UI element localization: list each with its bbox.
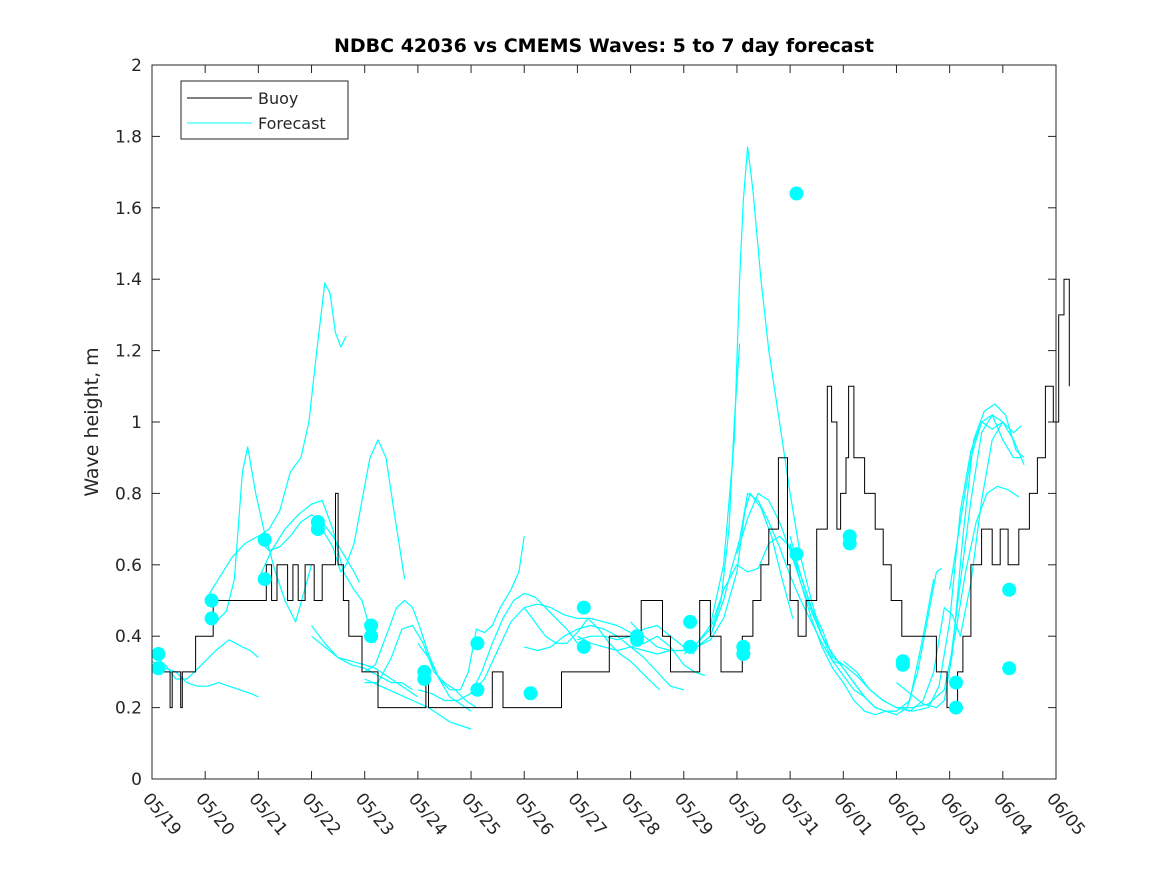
forecast-line xyxy=(896,403,1025,709)
forecast-marker xyxy=(417,672,432,686)
forecast-marker xyxy=(151,647,166,661)
forecast-marker xyxy=(257,532,272,547)
y-tick-label: 0 xyxy=(131,770,142,790)
buoy-line xyxy=(152,278,1070,709)
forecast-line xyxy=(577,635,706,677)
forecast-marker xyxy=(789,186,804,201)
y-tick-label: 0.2 xyxy=(115,699,142,719)
forecast-marker xyxy=(683,614,698,629)
forecast-marker xyxy=(576,639,591,654)
forecast-marker xyxy=(789,547,804,562)
forecast-line xyxy=(311,635,419,698)
y-tick-label: 2 xyxy=(131,56,142,76)
forecast-line xyxy=(417,536,525,691)
forecast-line xyxy=(311,439,406,580)
forecast-marker xyxy=(364,618,379,633)
y-tick-label: 0.4 xyxy=(115,627,142,647)
plot-frame xyxy=(151,64,1057,780)
forecast-line xyxy=(311,625,413,691)
forecast-marker xyxy=(576,600,591,615)
forecast-marker xyxy=(949,675,963,690)
y-tick-label: 1 xyxy=(131,413,142,433)
forecast-line xyxy=(683,492,865,698)
forecast-marker xyxy=(257,572,272,587)
y-tick-label: 1.2 xyxy=(115,342,142,362)
forecast-series xyxy=(151,146,1025,730)
forecast-line xyxy=(736,492,897,716)
forecast-line xyxy=(524,624,684,691)
forecast-marker xyxy=(204,593,219,608)
forecast-marker xyxy=(1002,582,1017,597)
forecast-line xyxy=(151,660,259,698)
forecast-line xyxy=(949,421,1022,590)
legend-box xyxy=(180,80,349,140)
forecast-marker xyxy=(364,629,379,644)
forecast-marker xyxy=(310,522,325,537)
forecast-line xyxy=(949,414,1022,669)
forecast-line xyxy=(789,543,935,712)
forecast-line xyxy=(417,592,578,702)
forecast-line xyxy=(205,446,313,623)
forecast-marker xyxy=(523,686,538,701)
y-axis: 0 0.2 0.4 0.6 0.8 1 1.2 1.4 1.6 1.8 2 xyxy=(115,56,1056,790)
forecast-marker xyxy=(895,657,910,672)
y-tick-label: 0.8 xyxy=(115,484,142,504)
forecast-marker xyxy=(470,682,485,697)
forecast-marker xyxy=(842,536,857,551)
y-tick-label: 0.6 xyxy=(115,556,142,576)
y-tick-label: 1.4 xyxy=(115,270,142,290)
forecast-marker xyxy=(630,632,644,647)
forecast-marker xyxy=(949,700,963,715)
forecast-line xyxy=(683,146,844,666)
forecast-line xyxy=(364,599,472,712)
forecast-marker xyxy=(151,661,166,676)
forecast-marker xyxy=(204,611,219,626)
forecast-line xyxy=(523,607,661,691)
legend-buoy-label: Buoy xyxy=(258,89,298,108)
legend: Buoy Forecast xyxy=(180,80,349,140)
forecast-line xyxy=(257,499,376,644)
forecast-line xyxy=(470,603,631,694)
forecast-line xyxy=(630,492,794,655)
y-tick-label: 1.6 xyxy=(115,199,142,219)
chart-title: NDBC 42036 vs CMEMS Waves: 5 to 7 day fo… xyxy=(334,35,874,57)
forecast-line xyxy=(364,624,477,709)
y-tick-label: 1.8 xyxy=(115,127,142,147)
forecast-marker xyxy=(1002,661,1017,676)
forecast-line xyxy=(204,282,347,601)
forecast-line xyxy=(257,514,360,583)
forecast-marker xyxy=(683,639,698,654)
forecast-markers xyxy=(151,186,1017,715)
forecast-line xyxy=(896,485,1020,709)
forecast-marker xyxy=(736,647,751,661)
buoy-series xyxy=(152,278,1070,709)
forecast-marker xyxy=(470,636,485,651)
legend-forecast-label: Forecast xyxy=(258,114,326,133)
y-axis-label: Wave height, m xyxy=(81,347,103,496)
forecast-line xyxy=(842,414,1025,712)
